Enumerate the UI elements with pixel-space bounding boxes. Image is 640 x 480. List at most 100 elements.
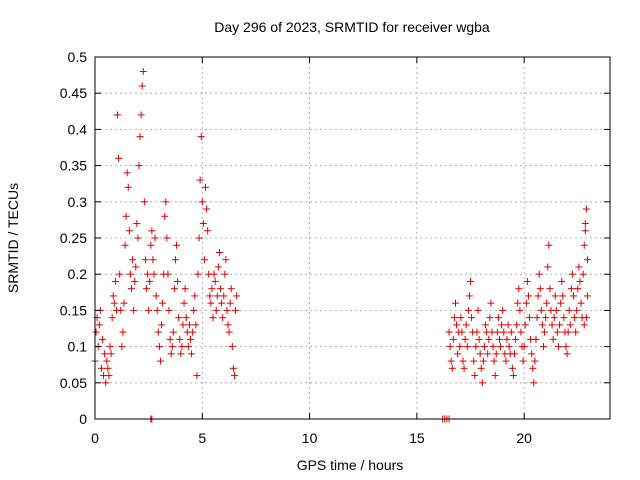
data-point	[219, 314, 227, 322]
data-point	[181, 285, 189, 293]
grid	[95, 57, 610, 419]
data-point	[454, 350, 462, 358]
data-point	[558, 277, 566, 285]
data-point	[447, 357, 455, 365]
data-point	[227, 285, 235, 293]
data-point	[559, 292, 567, 300]
data-point	[583, 292, 591, 300]
data-point	[226, 299, 234, 307]
data-point	[576, 277, 584, 285]
x-tick-label: 15	[409, 430, 425, 446]
data-point	[463, 343, 471, 351]
data-point	[136, 133, 144, 141]
data-point	[580, 241, 588, 249]
data-point	[170, 285, 178, 293]
data-point	[570, 292, 578, 300]
data-point	[581, 227, 589, 235]
data-point	[92, 328, 100, 336]
data-point	[213, 292, 221, 300]
data-point	[494, 314, 502, 322]
data-point	[478, 379, 486, 387]
data-point	[448, 364, 456, 372]
data-point	[167, 350, 175, 358]
data-point	[143, 285, 150, 293]
data-point	[152, 292, 160, 300]
data-point	[193, 372, 201, 380]
x-tick-label: 10	[302, 430, 318, 446]
data-point	[202, 183, 210, 191]
data-point	[566, 321, 574, 329]
data-point	[533, 314, 541, 322]
data-point	[199, 220, 207, 228]
data-point	[553, 328, 561, 336]
data-point	[552, 306, 560, 314]
data-point	[110, 299, 118, 307]
y-tick-label: 0	[79, 411, 87, 427]
data-point	[517, 328, 525, 336]
data-point	[468, 314, 476, 322]
data-point	[203, 205, 211, 213]
data-point	[514, 299, 522, 307]
data-point	[130, 306, 138, 314]
data-point	[190, 306, 198, 314]
data-point	[484, 350, 492, 358]
data-point	[464, 306, 472, 314]
data-point	[225, 328, 233, 336]
data-point	[577, 299, 585, 307]
data-point	[184, 343, 192, 351]
data-point	[543, 299, 551, 307]
data-point	[537, 306, 545, 314]
data-point	[178, 343, 186, 351]
data-point	[542, 314, 550, 322]
data-point	[563, 350, 571, 358]
data-point	[217, 285, 225, 293]
data-point	[233, 292, 241, 300]
data-point	[489, 343, 497, 351]
data-point	[545, 241, 553, 249]
data-point	[165, 306, 173, 314]
data-point	[516, 306, 524, 314]
data-point	[212, 306, 220, 314]
data-point	[485, 335, 493, 343]
data-point	[475, 335, 483, 343]
y-tick-label: 0.5	[68, 49, 88, 65]
data-point	[102, 379, 110, 387]
data-point	[456, 343, 464, 351]
data-point	[134, 234, 142, 242]
data-point	[182, 314, 190, 322]
data-point	[509, 372, 517, 380]
data-point	[158, 321, 166, 329]
data-point	[192, 321, 200, 329]
data-point	[114, 111, 122, 119]
data-point	[479, 357, 487, 365]
data-point	[493, 328, 501, 336]
data-point	[535, 270, 543, 278]
data-point	[471, 372, 479, 380]
data-point	[101, 350, 109, 358]
data-point	[168, 343, 176, 351]
data-point	[125, 227, 133, 235]
data-point	[555, 343, 562, 351]
data-point	[550, 314, 558, 322]
data-point	[189, 328, 197, 336]
data-point	[513, 321, 521, 329]
data-point	[229, 364, 237, 372]
data-point	[549, 335, 557, 343]
data-point	[228, 343, 236, 351]
data-point	[198, 198, 206, 206]
data-point	[567, 285, 575, 293]
data-point	[129, 256, 137, 264]
data-point	[173, 241, 181, 249]
data-point	[492, 350, 500, 358]
data-point	[124, 183, 132, 191]
data-point	[131, 277, 139, 285]
data-point	[139, 67, 147, 75]
data-point	[502, 357, 510, 365]
data-point	[539, 343, 547, 351]
data-point	[508, 364, 516, 372]
data-point	[505, 343, 513, 351]
data-point	[104, 364, 112, 372]
data-point	[538, 321, 546, 329]
data-point	[480, 343, 488, 351]
data-point	[221, 270, 229, 278]
